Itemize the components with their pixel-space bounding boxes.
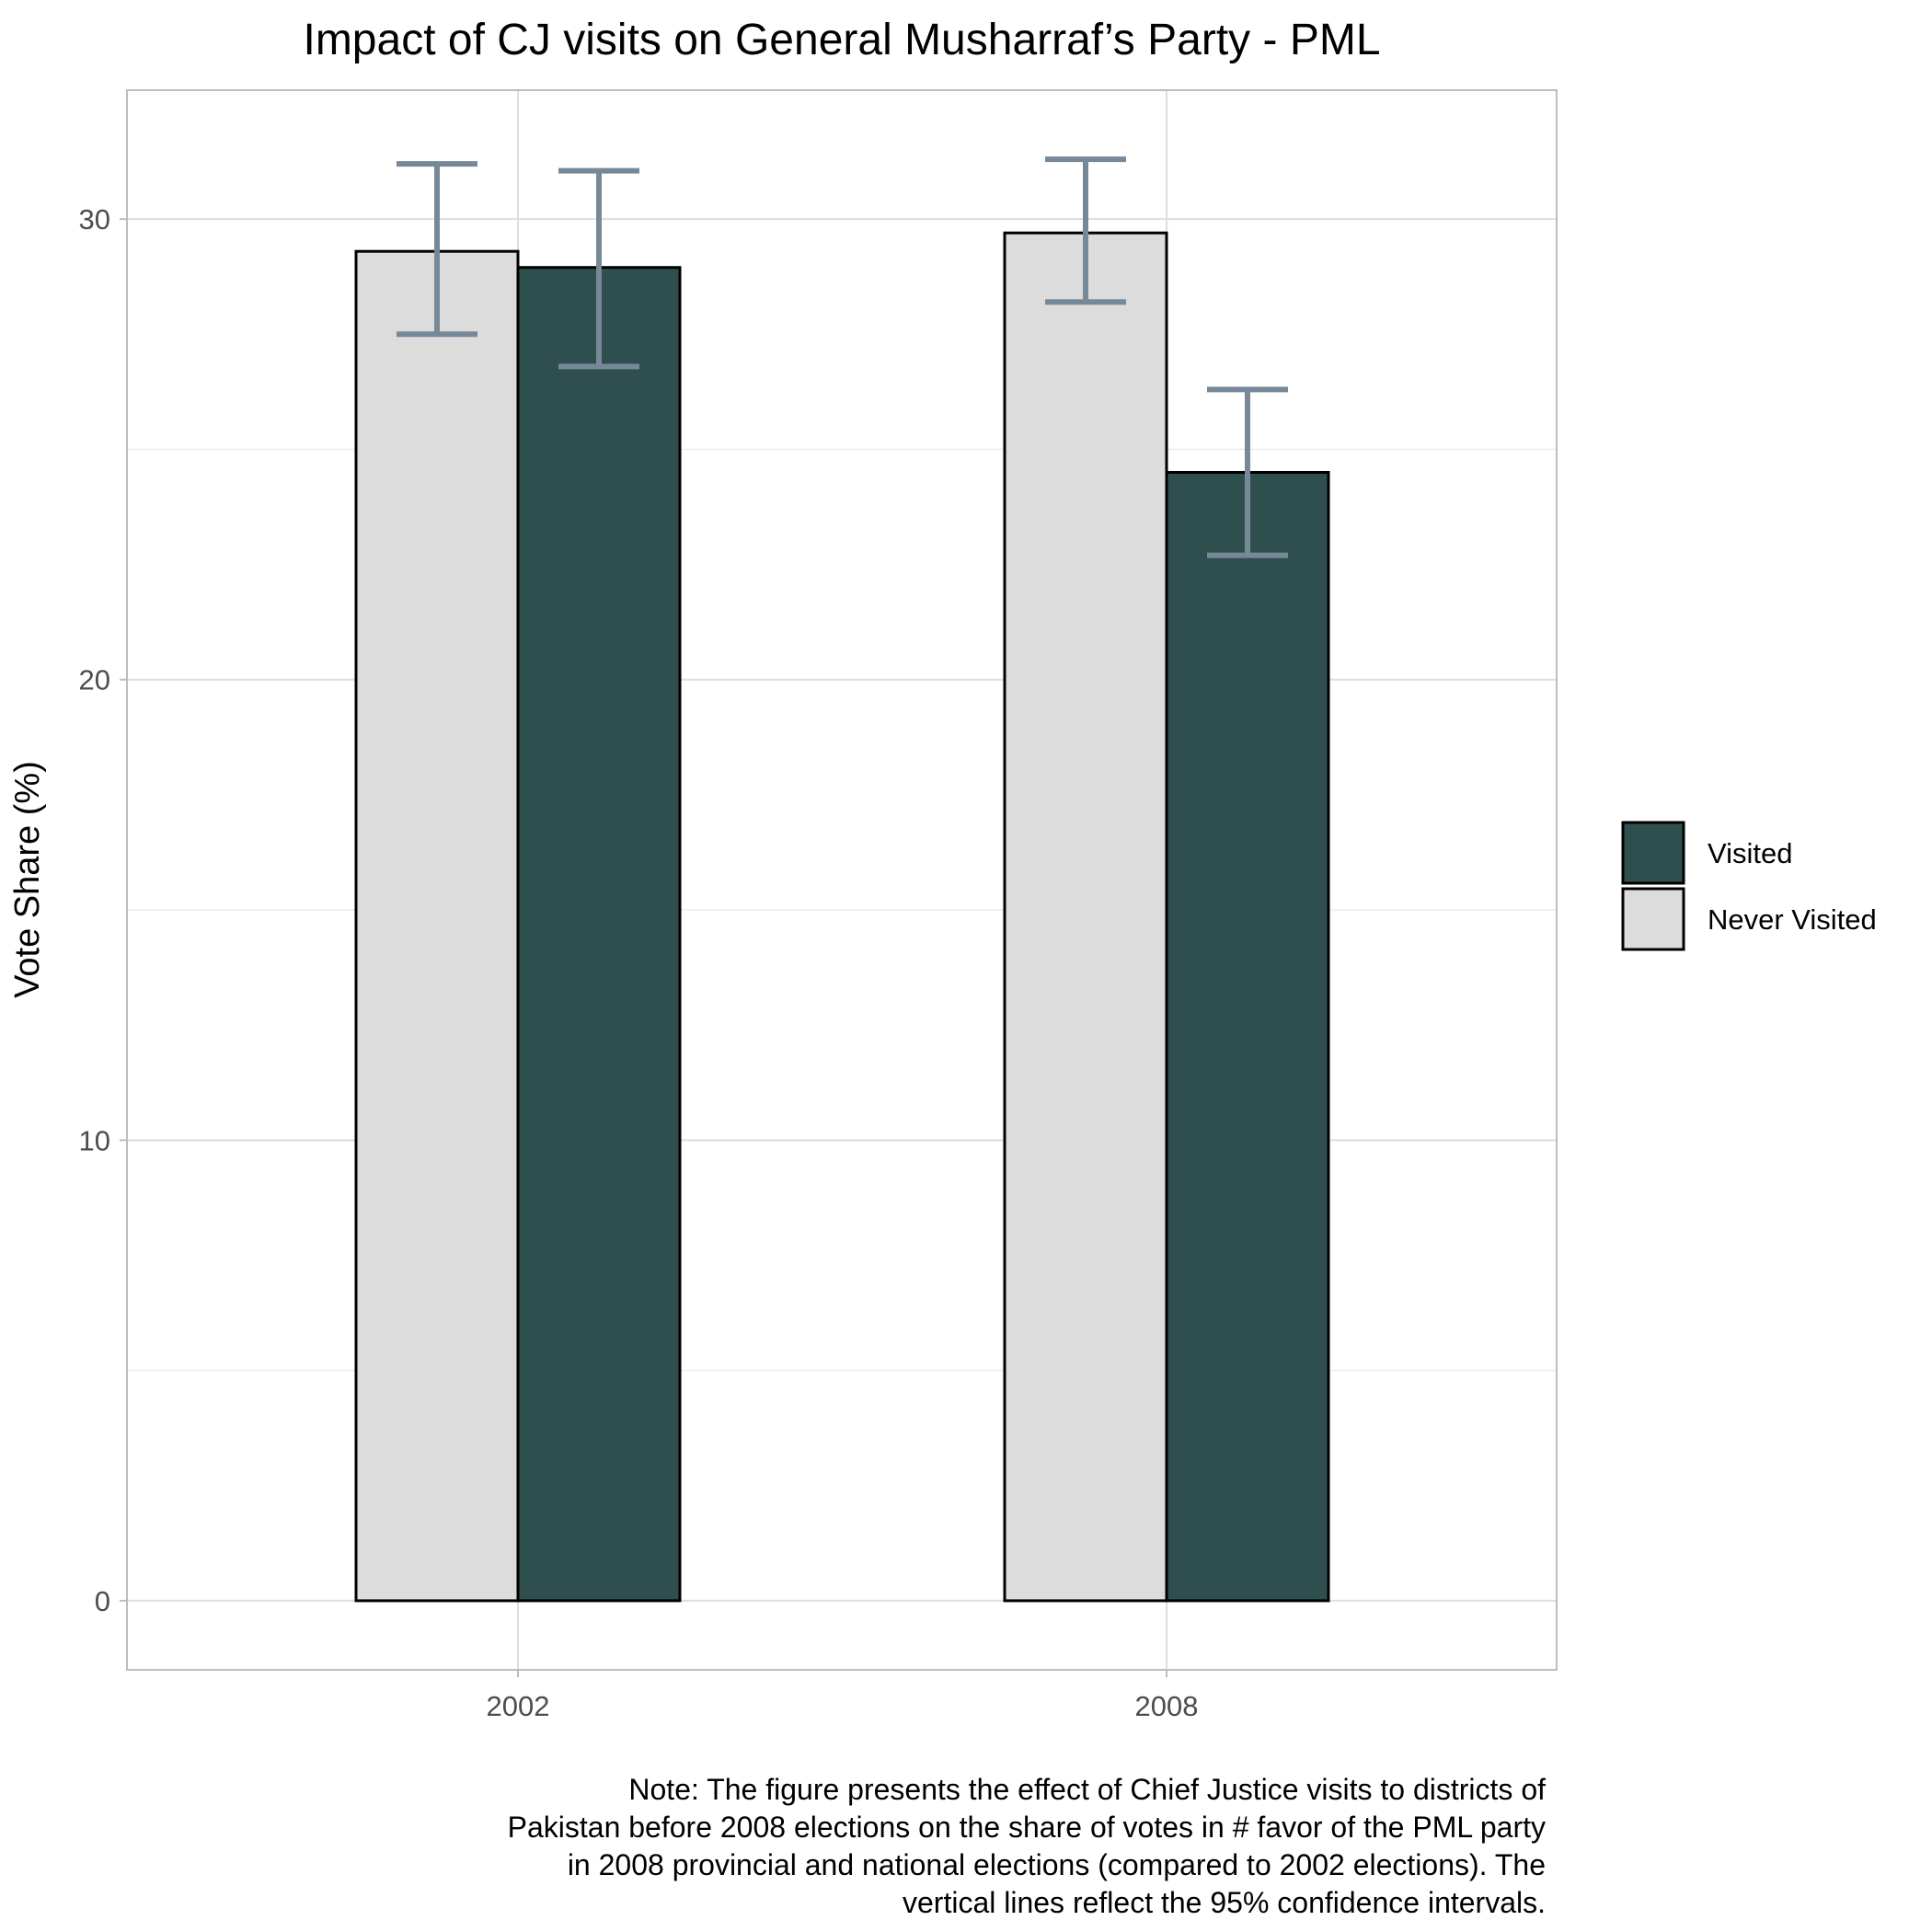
note-line: Pakistan before 2008 elections on the sh… [507,1811,1546,1844]
error-bar [1207,386,1288,558]
figure-note: Note: The figure presents the effect of … [258,1771,1546,1922]
plot-area: 0 10 20 30 2002 2008 [79,89,1558,1722]
error-bar [1045,156,1126,305]
error-bar [558,167,639,370]
bar [1165,470,1330,1603]
bar [1003,231,1168,1603]
y-tick-label: 30 [79,203,110,236]
bar [354,249,520,1603]
legend-label: Visited [1708,837,1793,869]
y-tick-label: 20 [79,664,110,696]
note-line: Note: The figure presents the effect of … [628,1773,1546,1806]
note-line: in 2008 provincial and national election… [567,1848,1546,1881]
plot-border [126,89,1558,1671]
plot-background [127,90,1557,1670]
y-tick-label: 10 [79,1124,110,1156]
chart-title: Impact of CJ visits on General Musharraf… [303,16,1380,64]
x-tick-label: 2002 [487,1690,550,1722]
note-line: vertical lines reflect the 95% confidenc… [902,1886,1546,1919]
y-tick-label: 0 [95,1585,110,1617]
error-bar [397,161,477,338]
bar [516,266,682,1603]
legend-label: Never Visited [1708,903,1877,936]
x-tick-label: 2008 [1135,1690,1199,1722]
legend-key [1621,887,1685,951]
legend: Visited Never Visited [1621,821,1877,951]
legend-key [1621,821,1685,885]
y-axis-title: Vote Share (%) [8,761,47,998]
